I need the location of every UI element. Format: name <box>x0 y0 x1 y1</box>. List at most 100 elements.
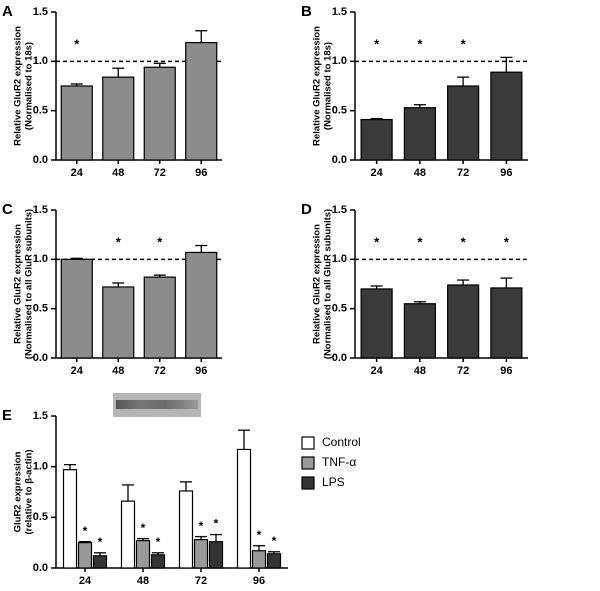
bar <box>266 553 282 569</box>
bar <box>403 303 436 359</box>
bar <box>360 288 393 359</box>
x-tick-label: 96 <box>253 575 265 586</box>
y-axis-label: Relative GluR2 expression <box>13 26 24 146</box>
bar <box>62 469 78 569</box>
y-tick-label: 0.0 <box>33 352 48 364</box>
y-axis-label: (Normalised to all GluR subunits) <box>323 209 334 359</box>
legend-swatch <box>301 456 315 470</box>
significance-marker: * <box>199 519 204 533</box>
bar <box>185 41 218 161</box>
x-tick-label: 48 <box>112 167 124 179</box>
y-tick-label: 0.0 <box>33 562 48 574</box>
x-tick-label: 72 <box>154 365 166 377</box>
bar <box>178 490 194 569</box>
x-tick-label: 72 <box>457 167 469 179</box>
bar <box>251 550 267 569</box>
x-tick-label: 48 <box>137 575 149 586</box>
x-tick-label: 72 <box>195 575 207 586</box>
y-tick-label: 1.0 <box>33 461 48 473</box>
bar <box>102 76 135 161</box>
legend-label: Control <box>322 435 361 449</box>
x-tick-label: 48 <box>414 167 426 179</box>
significance-marker: * <box>272 534 277 548</box>
x-tick-label: 96 <box>195 167 207 179</box>
significance-marker: * <box>98 535 103 549</box>
significance-marker: * <box>504 234 510 249</box>
significance-marker: * <box>374 234 380 249</box>
bar <box>135 540 151 569</box>
y-axis-label: (Normalised to all GluR subunits) <box>24 209 35 359</box>
panel-label: C <box>2 201 13 218</box>
y-tick-label: 1.0 <box>33 55 48 67</box>
y-axis-label: (Normalised to 18s) <box>323 42 334 130</box>
significance-marker: * <box>374 36 380 51</box>
bar <box>193 539 209 569</box>
bar <box>102 286 135 359</box>
significance-marker: * <box>156 535 161 549</box>
significance-marker: * <box>157 234 163 249</box>
y-axis-label: (Normalised to 18s) <box>24 42 35 130</box>
y-tick-label: 1.0 <box>33 253 48 265</box>
legend-label: TNF-α <box>322 455 356 469</box>
panel-label: B <box>301 3 312 20</box>
significance-marker: * <box>141 521 146 535</box>
y-axis-label: Relative GluR2 expression <box>312 224 323 344</box>
y-tick-label: 1.5 <box>332 204 347 216</box>
bar <box>403 107 436 161</box>
bar <box>490 71 523 161</box>
significance-marker: * <box>214 517 219 531</box>
x-tick-label: 72 <box>457 365 469 377</box>
x-tick-label: 24 <box>71 365 84 377</box>
blot-band <box>116 400 198 409</box>
y-tick-label: 0.5 <box>332 303 347 315</box>
y-tick-label: 0.5 <box>332 105 347 117</box>
x-tick-label: 96 <box>500 167 512 179</box>
x-tick-label: 96 <box>500 365 512 377</box>
significance-marker: * <box>461 36 467 51</box>
panel-label: D <box>301 201 312 218</box>
bar <box>120 500 136 569</box>
bar <box>447 85 480 161</box>
significance-marker: * <box>257 528 262 542</box>
y-tick-label: 0.5 <box>33 105 48 117</box>
significance-marker: * <box>83 524 88 538</box>
x-tick-label: 48 <box>112 365 124 377</box>
significance-marker: * <box>417 36 423 51</box>
x-tick-label: 24 <box>71 167 84 179</box>
bar <box>208 541 224 569</box>
y-tick-label: 0.5 <box>33 303 48 315</box>
panel-label: E <box>2 407 12 424</box>
bar <box>236 448 252 569</box>
y-axis-label: GluR2 expression <box>13 451 24 532</box>
bar <box>143 276 176 359</box>
bar <box>143 66 176 161</box>
x-tick-label: 96 <box>195 365 207 377</box>
panel-label: A <box>2 3 13 20</box>
y-tick-label: 1.5 <box>33 6 48 18</box>
legend-swatch <box>301 436 315 450</box>
y-axis-label: (relative to β-actin) <box>24 450 35 535</box>
x-tick-label: 24 <box>371 167 384 179</box>
significance-marker: * <box>74 36 80 51</box>
y-tick-label: 1.5 <box>332 6 347 18</box>
bar <box>360 118 393 161</box>
x-tick-label: 72 <box>154 167 166 179</box>
legend-swatch <box>301 476 315 490</box>
y-tick-label: 1.5 <box>33 204 48 216</box>
bar <box>92 555 108 569</box>
y-axis-label: Relative GluR2 expression <box>312 26 323 146</box>
significance-marker: * <box>461 234 467 249</box>
x-tick-label: 24 <box>79 575 92 586</box>
bar <box>150 554 166 569</box>
y-tick-label: 0.0 <box>332 154 347 166</box>
bar <box>490 287 523 359</box>
y-tick-label: 0.5 <box>33 511 48 523</box>
y-tick-label: 1.5 <box>33 410 48 422</box>
y-tick-label: 0.0 <box>33 154 48 166</box>
significance-marker: * <box>116 234 122 249</box>
bar <box>185 251 218 359</box>
bar <box>447 284 480 359</box>
y-axis-label: Relative GluR2 expression <box>13 224 24 344</box>
y-tick-label: 1.0 <box>332 253 347 265</box>
